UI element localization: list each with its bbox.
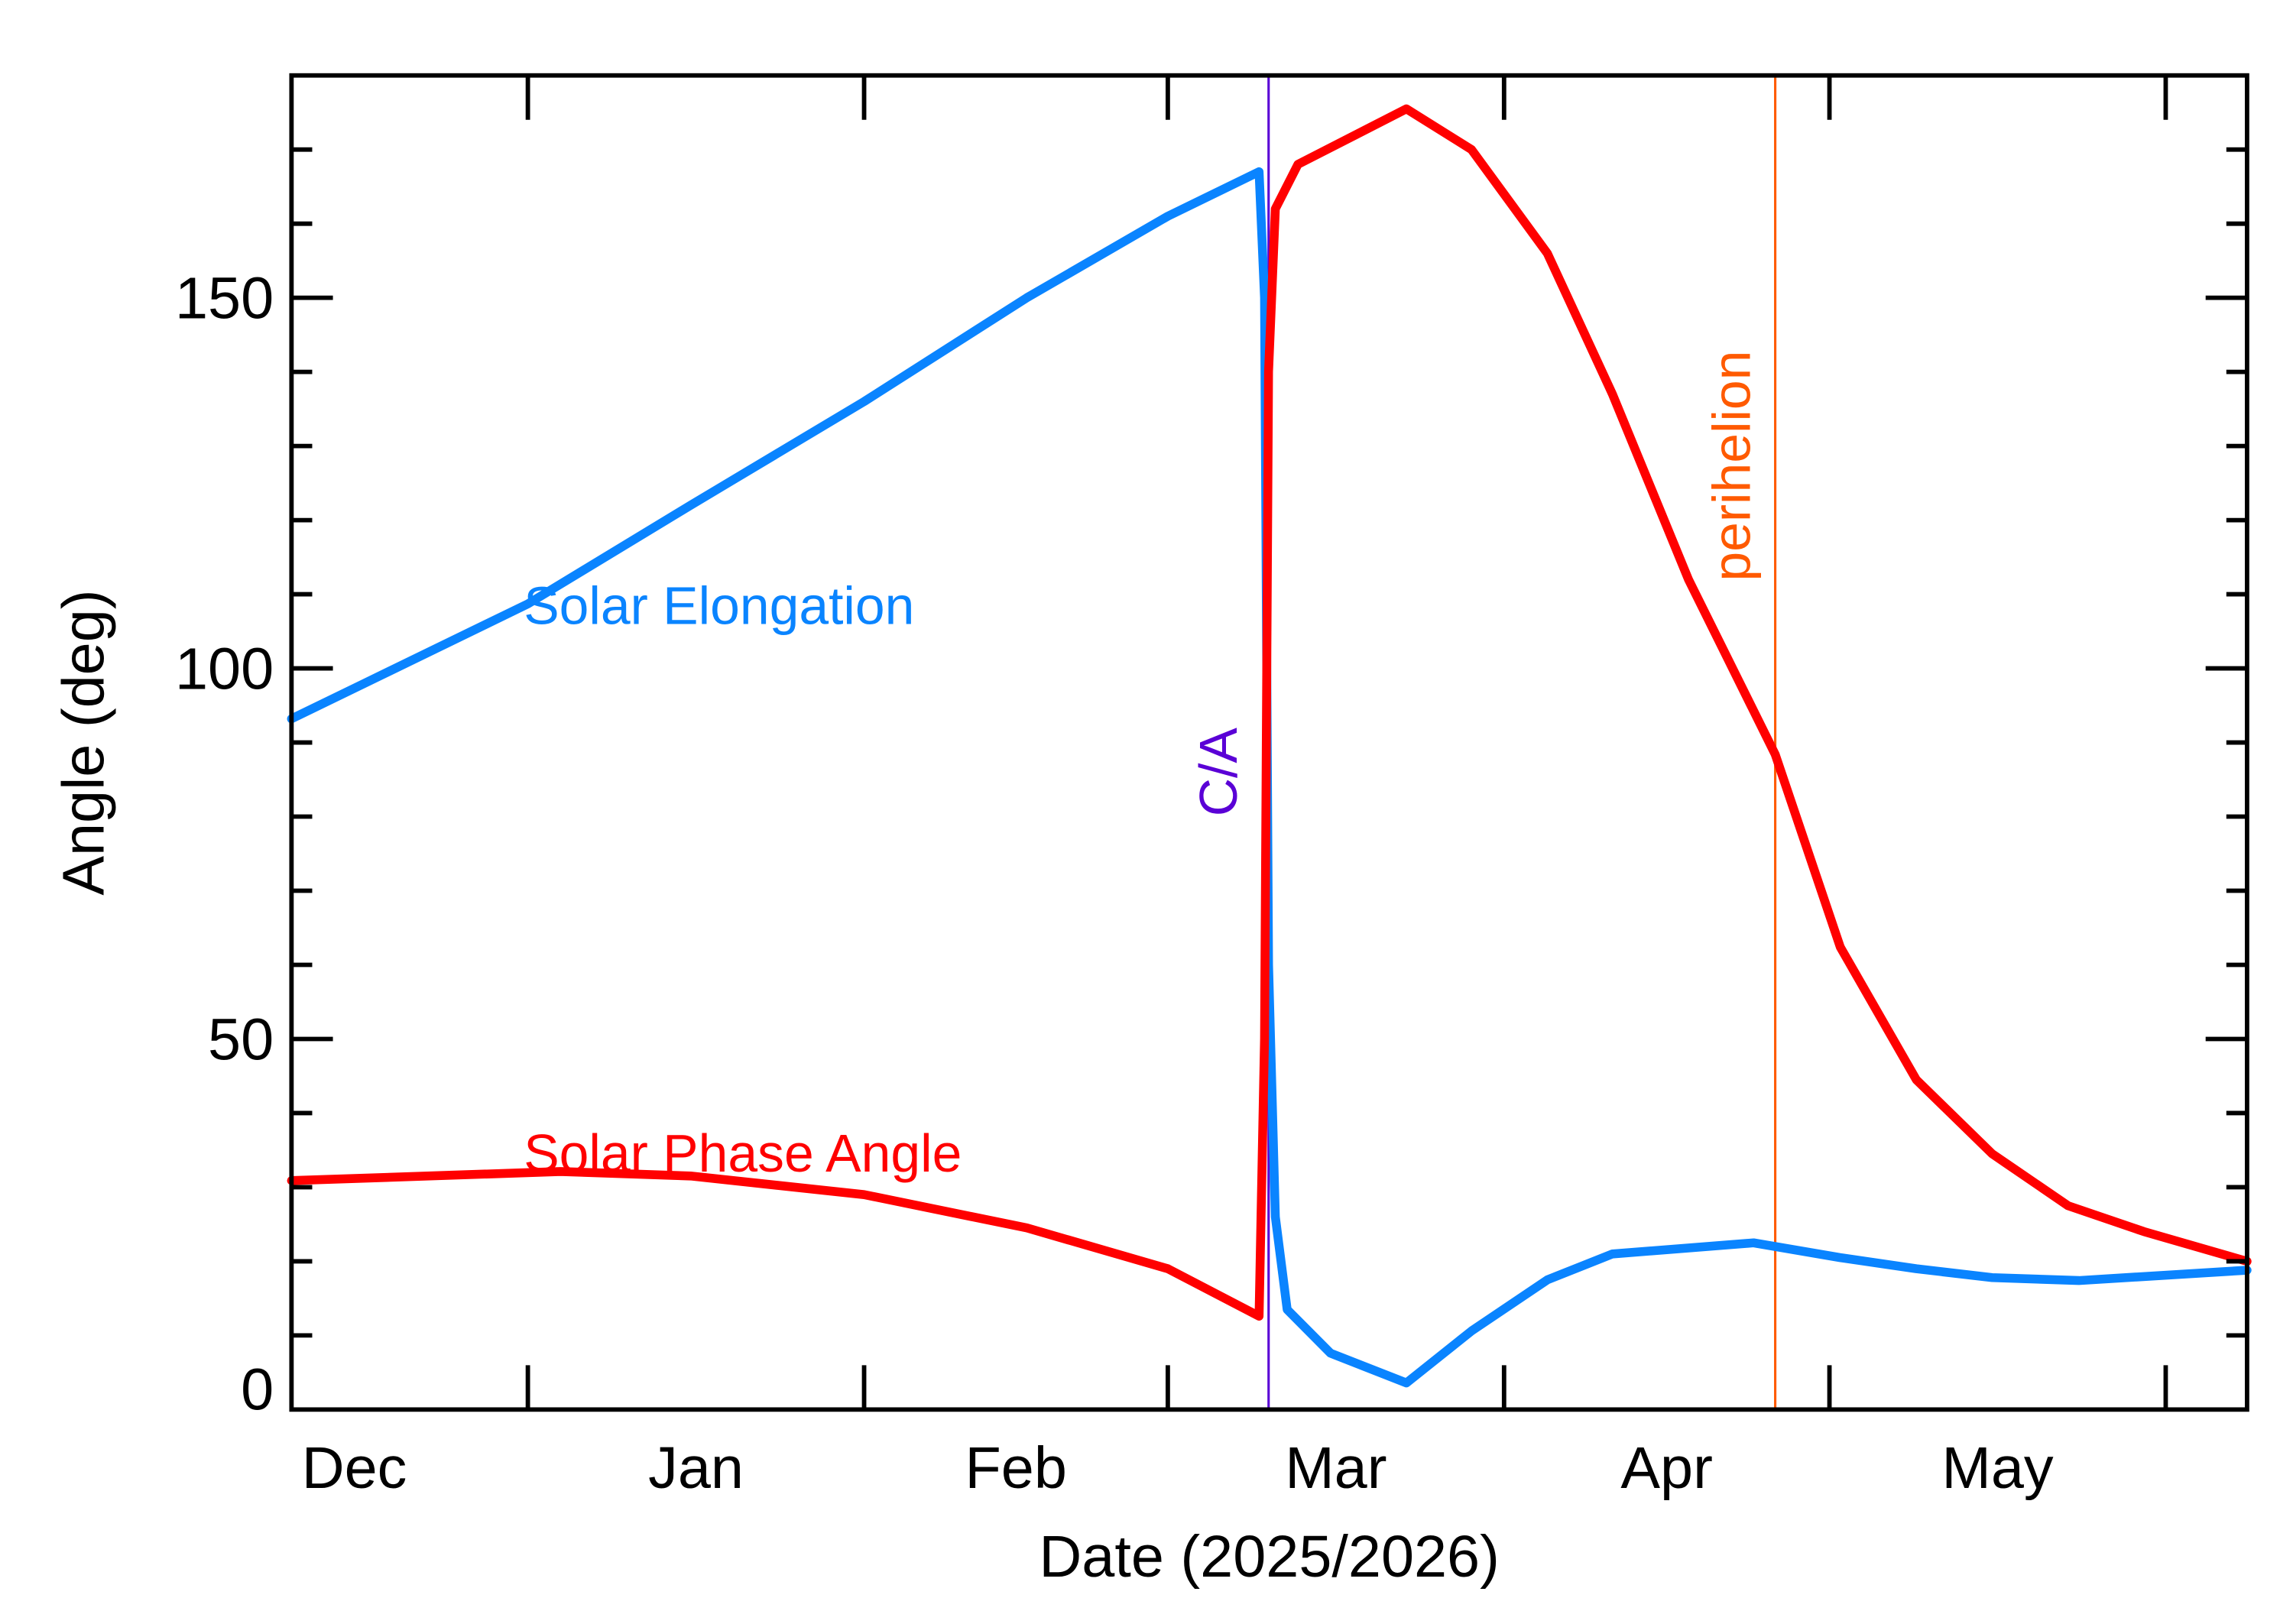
x-axis-label: Date (2025/2026) <box>1039 1524 1499 1590</box>
marker-label-ca: C/A <box>1189 728 1248 817</box>
x-tick-label: Mar <box>1285 1435 1387 1501</box>
y-tick-label: 0 <box>241 1357 274 1422</box>
series-line-solar-elongation <box>287 167 2252 1388</box>
chart-marks <box>287 75 2252 1410</box>
label-solar-elongation: Solar Elongation <box>524 576 914 636</box>
x-tick-label: Dec <box>302 1435 407 1501</box>
x-tick-label: May <box>1941 1435 2054 1501</box>
marker-label-perihelion: perihelion <box>1702 351 1762 582</box>
y-axis-label: Angle (deg) <box>51 589 117 895</box>
series-line-solar-phase-angle <box>287 104 2252 1321</box>
x-tick-label: Jan <box>648 1435 744 1501</box>
y-tick-label: 50 <box>208 1007 274 1073</box>
x-tick-label: Feb <box>965 1435 1067 1501</box>
x-tick-label: Apr <box>1620 1435 1712 1501</box>
axis-ticks: 0 50 100 150 Dec Jan Feb Mar Apr May <box>175 75 2247 1501</box>
y-tick-label: 100 <box>175 637 274 702</box>
label-solar-phase-angle: Solar Phase Angle <box>524 1123 962 1183</box>
y-tick-label: 150 <box>175 266 274 332</box>
